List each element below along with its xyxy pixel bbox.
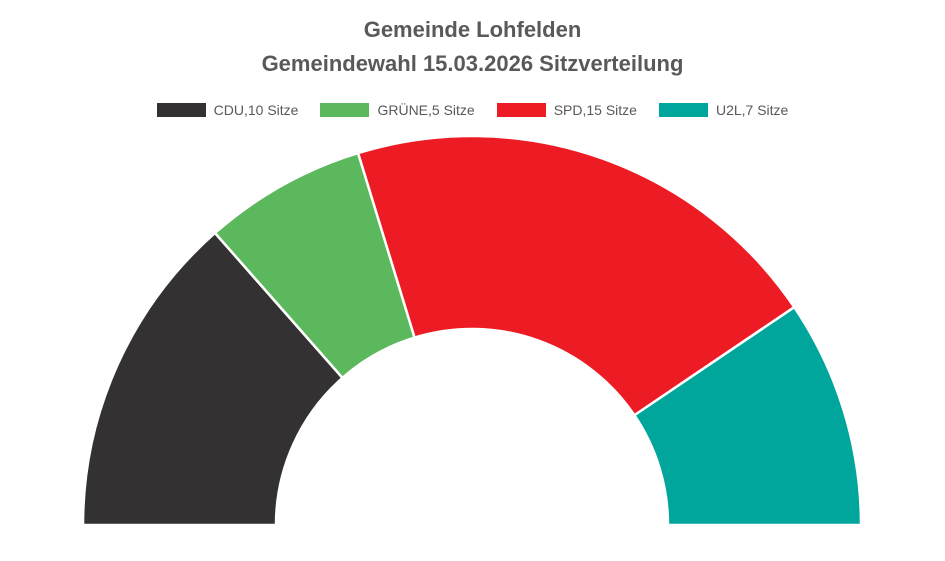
legend-item-u2l[interactable]: U2L,7 Sitze (658, 102, 789, 118)
legend-swatch-gruene (320, 103, 370, 117)
seat-segment-spd[interactable] (356, 134, 797, 417)
legend-swatch-u2l (658, 103, 708, 117)
legend-item-cdu[interactable]: CDU,10 Sitze (156, 102, 299, 118)
legend-item-gruene[interactable]: GRÜNE,5 Sitze (320, 102, 475, 118)
legend-label-cdu: CDU,10 Sitze (213, 102, 299, 118)
legend-swatch-cdu (156, 103, 206, 117)
legend-label-u2l: U2L,7 Sitze (715, 102, 789, 118)
chart-title: Gemeinde Lohfelden (363, 17, 582, 42)
seat-segment-u2l[interactable] (632, 305, 863, 527)
legend: CDU,10 Sitze GRÜNE,5 Sitze SPD,15 Sitze … (0, 102, 945, 118)
legend-item-spd[interactable]: SPD,15 Sitze (496, 102, 637, 118)
legend-label-spd: SPD,15 Sitze (553, 102, 637, 118)
legend-label-gruene: GRÜNE,5 Sitze (377, 102, 475, 118)
legend-swatch-spd (496, 103, 546, 117)
chart-subtitle: Gemeindewahl 15.03.2026 Sitzverteilung (261, 51, 684, 76)
